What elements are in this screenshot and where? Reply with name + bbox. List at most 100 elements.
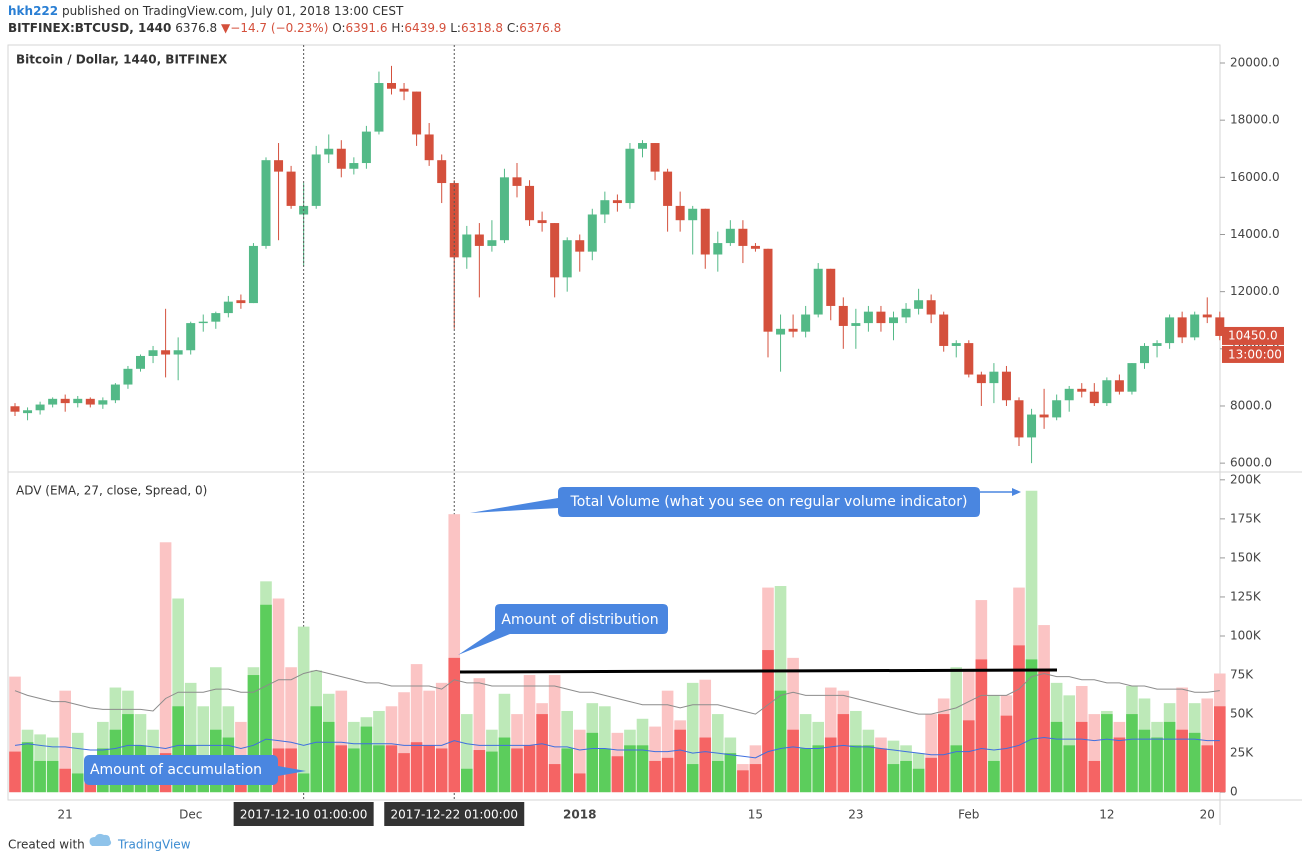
volume-bar <box>523 675 536 793</box>
candle-body <box>851 323 861 326</box>
candle-body <box>123 368 133 385</box>
candle-body <box>976 374 986 384</box>
callout <box>470 487 980 517</box>
c-label: C: <box>506 21 520 35</box>
high: 6439.9 <box>404 21 447 35</box>
callout-text: Amount of distribution <box>501 612 658 628</box>
candle-body <box>863 311 873 324</box>
ema-line <box>14 669 1220 715</box>
volume-bar <box>737 770 749 793</box>
volume-bar <box>686 764 699 793</box>
volume-bar <box>975 659 988 793</box>
volume-bar <box>937 714 950 793</box>
volume-bar <box>611 756 624 793</box>
y-tick-label: 75K <box>1230 668 1254 682</box>
volume-bar <box>787 729 799 793</box>
candle-body <box>763 248 773 332</box>
plot: 6000.08000.010000.012000.014000.016000.0… <box>9 45 1284 826</box>
candle-body <box>575 240 585 252</box>
y-tick-label: 150K <box>1230 550 1262 564</box>
candle-body <box>223 301 233 314</box>
volume-bar <box>762 650 774 793</box>
candle-body <box>311 154 321 206</box>
y-tick-label: 0 <box>1230 785 1238 799</box>
volume-bar <box>649 760 661 793</box>
volume-bar <box>373 745 385 793</box>
candle-body <box>1077 388 1087 392</box>
volume-bar <box>599 748 611 793</box>
volume-bar <box>573 773 586 793</box>
candle-body <box>236 300 246 304</box>
volume-bar <box>297 626 310 793</box>
logo <box>89 833 112 846</box>
candle-body <box>688 208 698 221</box>
volume-bar <box>59 690 71 793</box>
volume-bar <box>34 760 46 793</box>
y-tick-label: 125K <box>1230 589 1262 603</box>
volume-bar <box>435 748 448 793</box>
volume-bar <box>1063 695 1075 793</box>
volume-bar <box>950 745 963 793</box>
x-tick-label: Feb <box>958 808 979 822</box>
low: 6318.8 <box>460 21 503 35</box>
volume-bar <box>21 742 34 793</box>
volume-bar <box>724 753 737 793</box>
volume-bar <box>1088 714 1101 793</box>
volume-bar <box>1038 670 1050 793</box>
volume-bar <box>875 748 887 793</box>
volume-bar <box>398 753 410 793</box>
y-tick-label: 25K <box>1230 746 1254 760</box>
volume-bar <box>461 714 473 793</box>
y-tick-label: 20000.0 <box>1230 56 1280 70</box>
time-label-bg <box>1222 345 1284 363</box>
footer-brand[interactable]: TradingView <box>117 838 191 852</box>
volume-bar <box>912 768 925 793</box>
candle-body <box>424 134 434 161</box>
crosshair-label-bg <box>233 802 374 826</box>
header-line: hkh222 published on TradingView.com, Jul… <box>8 3 561 20</box>
volume-bar <box>9 676 21 793</box>
y-tick-label: 14000.0 <box>1230 227 1280 241</box>
volume-bar <box>1214 706 1226 793</box>
candle-body <box>1190 314 1200 338</box>
volume-bar <box>260 604 272 793</box>
volume-bar <box>1176 729 1188 793</box>
candle-body <box>1152 343 1162 346</box>
volume-bar <box>950 667 963 793</box>
arrow-head <box>1012 488 1021 496</box>
volume-bar <box>9 751 21 793</box>
volume-bar <box>787 657 799 793</box>
volume-bar <box>473 678 486 793</box>
candle-body <box>663 171 673 206</box>
volume-bar <box>799 748 812 793</box>
volume-bar <box>1088 760 1101 793</box>
candle-body <box>48 398 58 405</box>
candle-body <box>399 88 409 92</box>
volume-bar <box>661 690 674 793</box>
volume-bar <box>749 764 762 793</box>
candle-body <box>10 406 20 412</box>
volume-bar <box>385 745 398 793</box>
candle-body <box>186 323 196 351</box>
h-label: H: <box>391 21 405 35</box>
crosshair-label: 2017-12-22 01:00:00 <box>391 808 518 822</box>
user[interactable]: hkh222 <box>8 4 59 18</box>
volume-bar <box>1013 645 1025 793</box>
volume-bar <box>925 757 937 793</box>
volume-bar <box>712 760 724 793</box>
volume-bar <box>348 748 360 793</box>
volume-bar <box>1025 490 1038 793</box>
candle-body <box>788 328 798 332</box>
candle-body <box>361 131 371 164</box>
candle-body <box>324 148 334 155</box>
level-line <box>459 668 1058 674</box>
candle-body <box>274 160 284 172</box>
volume-bar <box>774 690 787 793</box>
o-label: O: <box>332 21 346 35</box>
volume-bar <box>850 745 862 793</box>
candle-body <box>462 234 472 258</box>
volume-bar <box>686 682 699 793</box>
x-tick-label: Dec <box>179 808 202 822</box>
volume-bar <box>887 764 900 793</box>
